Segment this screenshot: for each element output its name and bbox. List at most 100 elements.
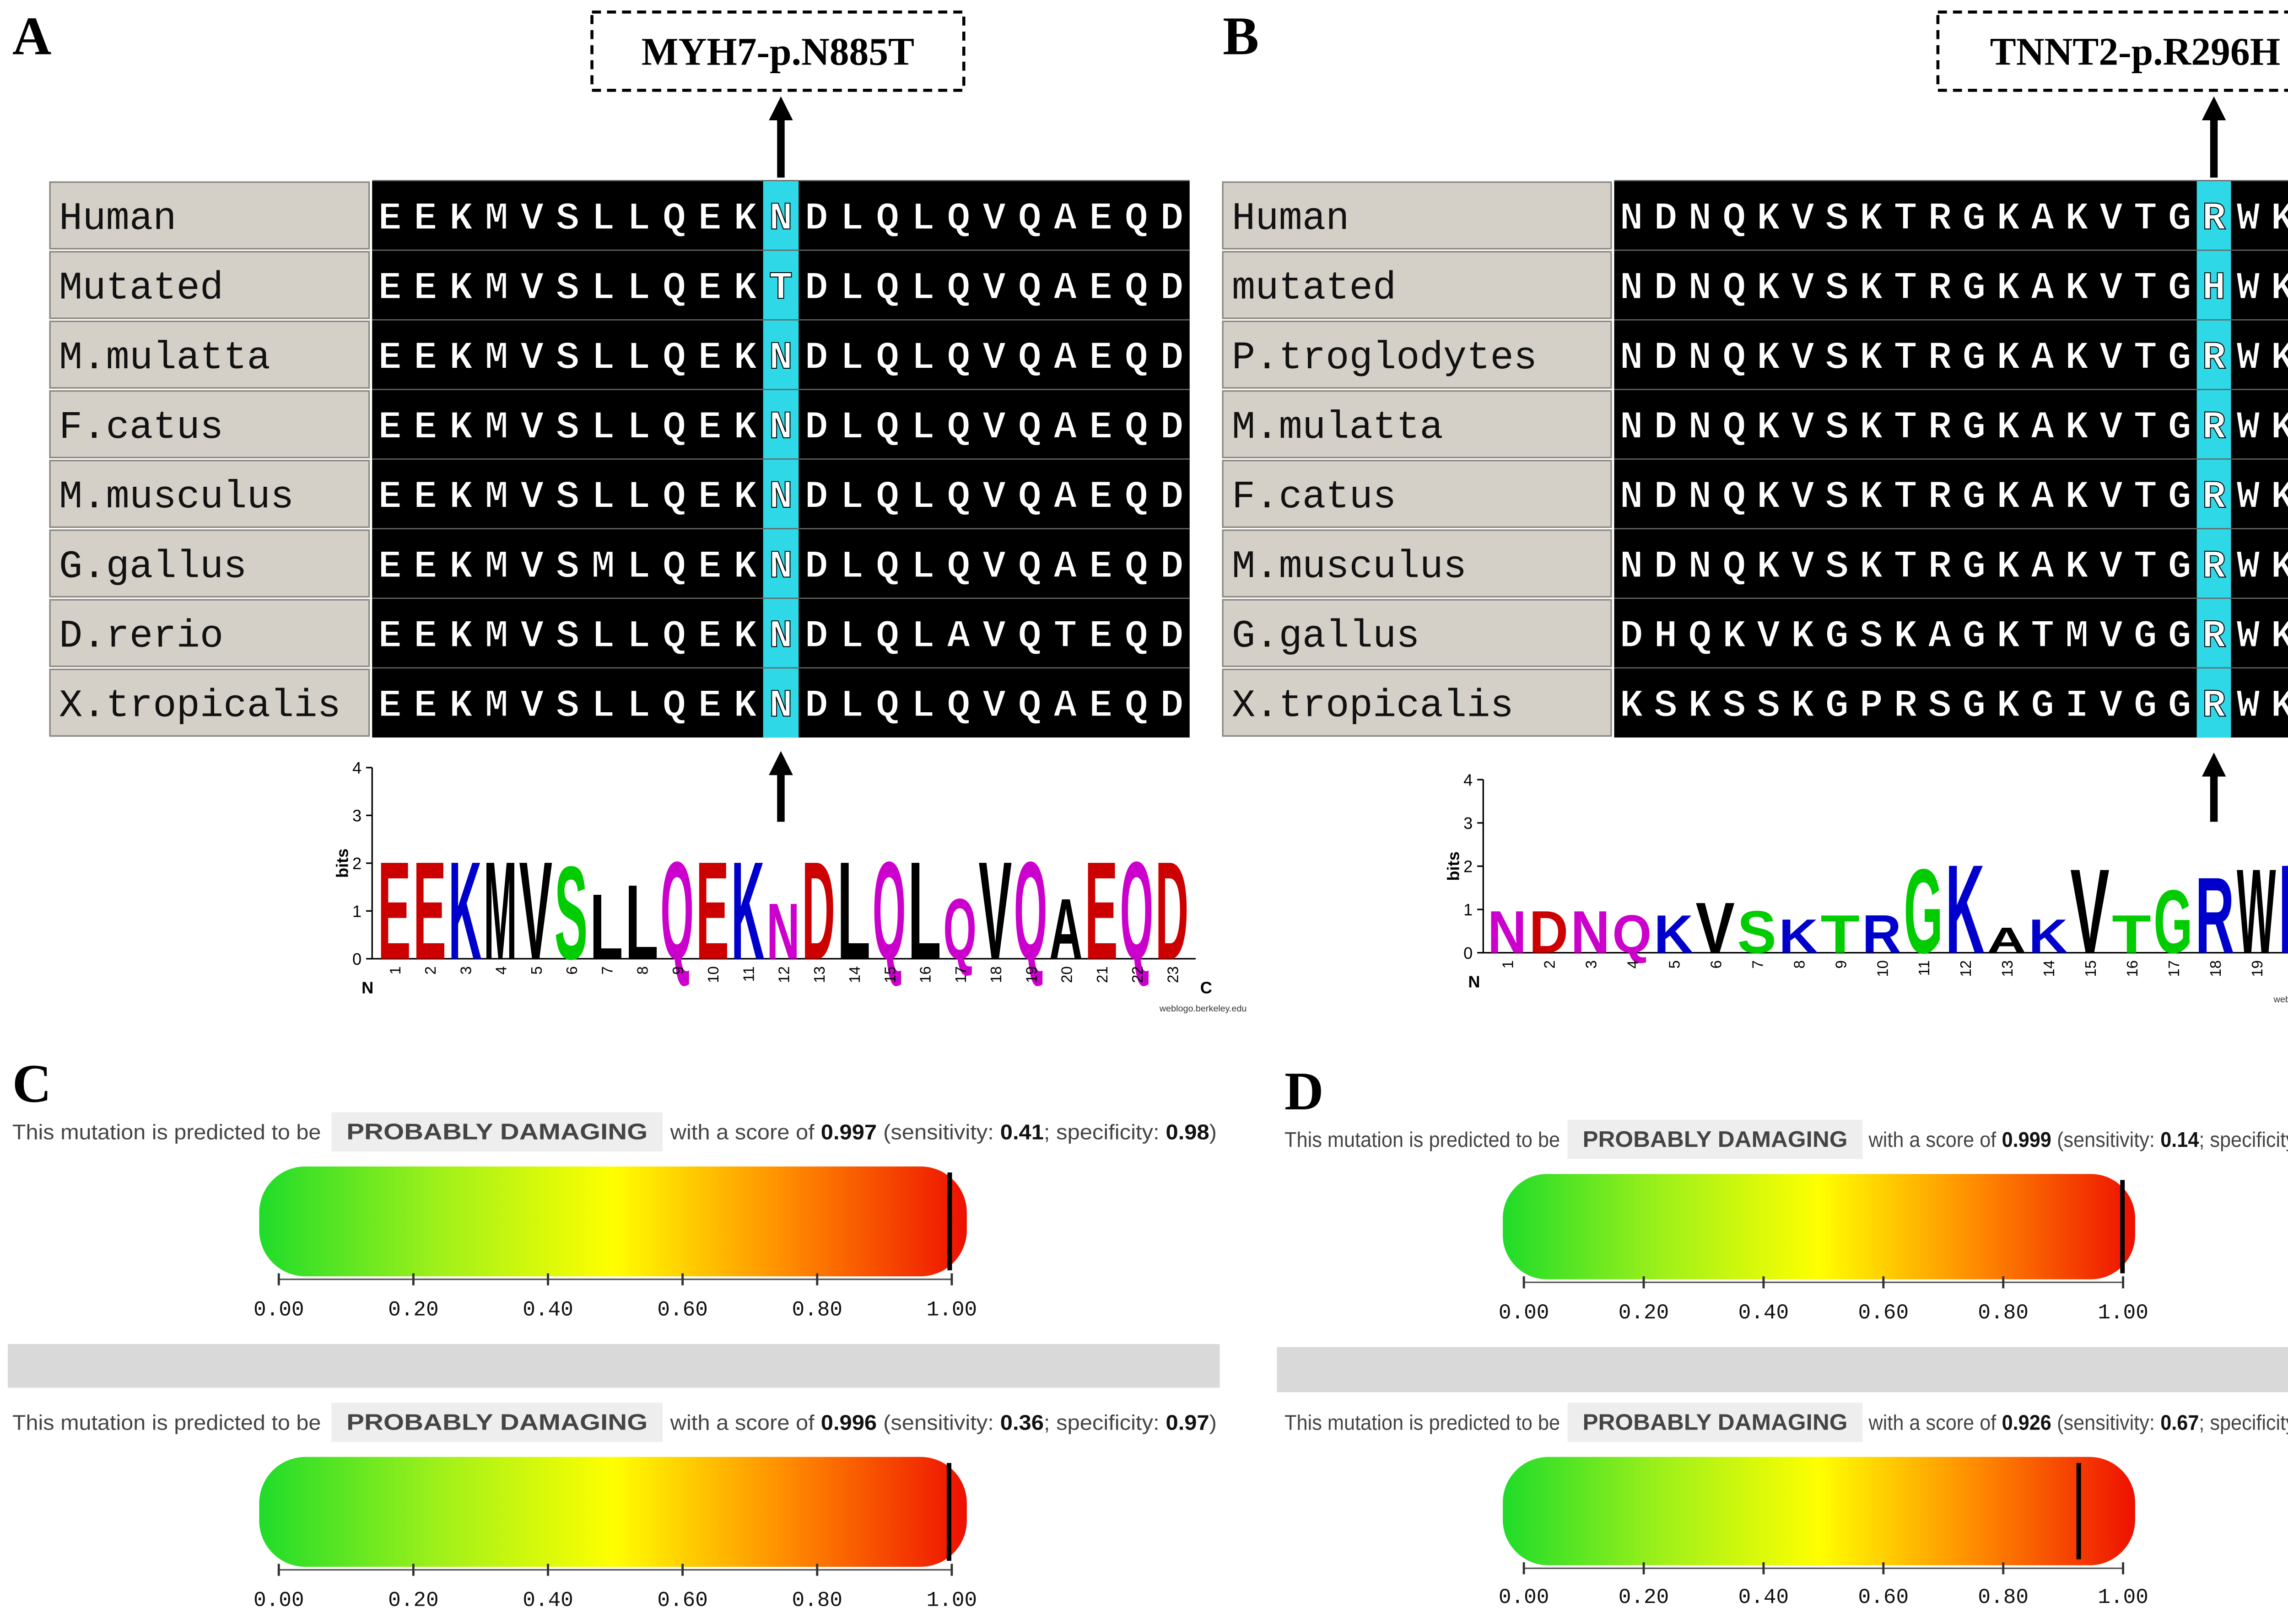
prediction-box	[331, 1112, 663, 1151]
logo-letter: K	[448, 833, 482, 989]
x-tick-label: 3	[1582, 960, 1599, 968]
prediction: PROBABLY DAMAGING	[346, 1119, 648, 1145]
x-tick-label: 18	[2207, 960, 2224, 977]
mutation-label: MYH7-p.N885T	[642, 30, 914, 73]
scale-tick-label: 0.40	[523, 1298, 573, 1322]
sentence-part: ; specificity:	[2199, 1411, 2288, 1435]
species-name: M.mulatta	[1232, 405, 1443, 450]
y-tick-label: 4	[1463, 770, 1473, 789]
x-tick-label: 5	[528, 966, 545, 974]
logo-letter: V	[519, 833, 552, 989]
logo-letter: R	[1862, 904, 1901, 965]
y-tick-label: 0	[1463, 944, 1473, 963]
scale-tick-label: 0.00	[1499, 1301, 1549, 1325]
species-cell	[49, 599, 370, 667]
x-tick-label: 14	[2040, 960, 2057, 977]
x-tick-label: 3	[457, 966, 474, 974]
scale-tick-label: 0.00	[254, 1589, 304, 1613]
logo-start: N	[362, 978, 373, 997]
species-cell	[49, 390, 370, 458]
mutation-box	[590, 11, 966, 92]
sequence: EEKMVSLLQEKNDLQLAVQTEQD	[378, 614, 1183, 659]
sentence-part: 0.97	[1166, 1411, 1209, 1435]
sentence-part: (sensitivity:	[2057, 1128, 2155, 1151]
x-tick-label: 5	[1666, 960, 1683, 968]
species-name: M.musculus	[59, 475, 294, 519]
logo-letter: T	[2112, 904, 2151, 965]
y-tick-label: 4	[352, 758, 362, 777]
logo-letter: L	[908, 833, 941, 989]
x-tick-label: 20	[1058, 966, 1075, 983]
logo-credit: weblogo.berkeley.edu	[1159, 1004, 1247, 1014]
x-tick-label: 19	[1023, 966, 1040, 983]
prediction-box	[331, 1403, 663, 1442]
sentence-part: (sensitivity:	[2057, 1411, 2155, 1435]
scale-tick-label: 0.60	[657, 1589, 708, 1613]
scale-tick-label: 1.00	[2098, 1301, 2148, 1325]
species-name: P.troglodytes	[1232, 336, 1537, 380]
species-cell	[49, 529, 370, 598]
score-sentence: with a score of0.999 (sensitivity:0.14; s…	[1868, 1128, 2288, 1151]
sentence-part: 0.14	[2160, 1128, 2199, 1151]
logo-letter: K	[1779, 910, 1818, 963]
x-tick-label: 11	[740, 966, 757, 982]
x-tick-label: 12	[776, 966, 793, 983]
species-cell	[49, 460, 370, 528]
x-tick-label: 13	[1999, 960, 2016, 977]
sentence-part: 0.98	[1166, 1120, 1209, 1144]
y-tick-label: 0	[352, 950, 362, 968]
y-tick-label: 3	[1463, 814, 1473, 833]
scale-tick-label: 0.60	[1858, 1301, 1909, 1325]
logo-letter: D	[802, 833, 835, 989]
species-name: Human	[1232, 197, 1349, 241]
sentence-part: (sensitivity:	[883, 1411, 994, 1435]
mutation-box	[1936, 11, 2288, 92]
logo-letter: N	[1488, 898, 1527, 966]
x-tick-label: 8	[634, 966, 651, 974]
scale-tick-label: 1.00	[927, 1589, 977, 1613]
x-tick-label: 9	[669, 966, 686, 974]
prediction-panel: C This mutation is predicted to be PROBABL…	[8, 1053, 1220, 1613]
species-name: mutated	[1232, 266, 1396, 311]
scale-tick-label: 0.80	[792, 1298, 843, 1322]
x-tick-label: 6	[1707, 960, 1724, 968]
scale-tick-label: 0.20	[388, 1298, 439, 1322]
species-name: F.catus	[1232, 475, 1396, 519]
panel-label: D	[1284, 1061, 1324, 1121]
logo-letter: G	[1904, 844, 1943, 979]
species-name: Mutated	[59, 266, 223, 311]
scale-tick-label: 0.80	[1978, 1586, 2029, 1609]
species-name: M.mulatta	[59, 336, 270, 380]
sequence: EEKMVSMLQEKNDLQLQVQAEQD	[378, 544, 1183, 589]
scale-tick-label: 0.40	[1738, 1301, 1789, 1325]
x-tick-label: 6	[563, 966, 580, 974]
scale-tick-label: 0.20	[388, 1589, 439, 1613]
species-cell	[1222, 460, 1612, 528]
logo-letter: Q	[873, 833, 906, 989]
x-tick-label: 19	[2249, 960, 2266, 977]
x-tick-label: 1	[1500, 960, 1516, 968]
sentence-prefix: This mutation is predicted to be	[12, 1411, 321, 1435]
separator	[8, 1344, 1220, 1388]
scale-tick-label: 0.40	[1738, 1586, 1789, 1609]
logo-letter: D	[1155, 833, 1189, 989]
scale-tick-label: 0.80	[792, 1589, 843, 1613]
species-name: X.tropicalis	[59, 684, 341, 728]
species-cell	[1222, 390, 1612, 458]
species-name: M.musculus	[1232, 544, 1467, 589]
sentence-part: with a score of	[1868, 1128, 1997, 1151]
sentence-prefix: This mutation is predicted to be	[12, 1120, 321, 1144]
prediction: PROBABLY DAMAGING	[346, 1410, 648, 1435]
sentence-part: )	[1209, 1411, 1217, 1435]
x-tick-label: 10	[705, 966, 722, 983]
logo-letter: L	[625, 863, 658, 982]
x-tick-label: 9	[1832, 960, 1849, 968]
logo-letter: R	[2195, 855, 2234, 976]
sentence-part: 0.41	[1000, 1120, 1044, 1144]
scale-tick-label: 0.20	[1619, 1301, 1669, 1325]
score-bar	[1503, 1457, 2135, 1565]
score-sentence: with a score of 0.996 (sensitivity: 0.36; s…	[670, 1411, 1217, 1435]
prediction: PROBABLY DAMAGING	[1582, 1127, 1847, 1152]
logo-letter: Q	[1613, 904, 1652, 965]
